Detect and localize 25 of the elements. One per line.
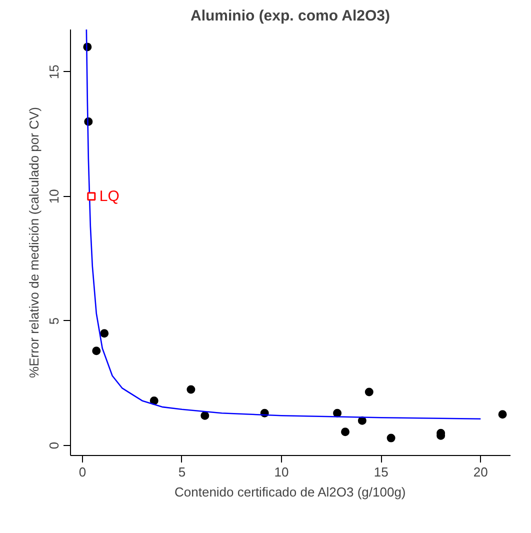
x-tick-label: 10 bbox=[274, 464, 289, 480]
point bbox=[341, 428, 350, 436]
point bbox=[364, 388, 374, 396]
point bbox=[498, 410, 507, 419]
x-axis-title: Contenido certificado de Al2O3 (g/100g) bbox=[174, 484, 406, 500]
x-tick-label: 5 bbox=[178, 464, 186, 480]
x-tick-label: 15 bbox=[374, 464, 388, 480]
point bbox=[87, 192, 96, 201]
point bbox=[92, 346, 101, 356]
point bbox=[186, 385, 196, 394]
x-tick-label: 0 bbox=[78, 464, 86, 480]
y-tick-label: 15 bbox=[46, 64, 62, 80]
line-series bbox=[86, 30, 482, 420]
x-tick-label: 20 bbox=[473, 464, 488, 480]
y-tick-label: 10 bbox=[46, 189, 62, 204]
y-tick-label: 0 bbox=[46, 442, 62, 450]
point bbox=[386, 434, 396, 442]
y-axis-title: %Error relativo de medición (calculado por CV) bbox=[26, 107, 42, 378]
point bbox=[150, 396, 158, 405]
point bbox=[333, 408, 342, 418]
y-tick-label: 5 bbox=[46, 317, 62, 325]
annotation: LQ bbox=[99, 188, 120, 205]
point bbox=[200, 411, 210, 420]
point bbox=[100, 329, 109, 338]
chart-title: Aluminio (exp. como Al2O3) bbox=[190, 8, 390, 24]
